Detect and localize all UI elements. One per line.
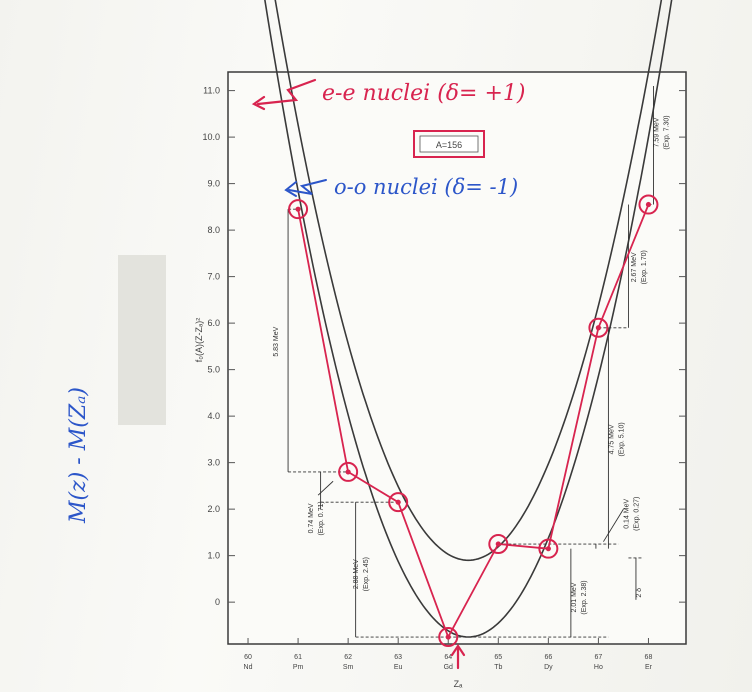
- nucleus-marker-circle: [538, 538, 559, 559]
- gap-label: 0.14 MeV: [623, 498, 630, 528]
- y-axis-title: f₀(A)(Z-Zₐ)²: [194, 318, 204, 363]
- oo-pointer-arrow: [288, 179, 327, 195]
- x-element-symbol: Dy: [544, 664, 553, 671]
- x-tick-label: 61: [294, 654, 302, 661]
- gap-label: (Exp. 7.30): [664, 115, 671, 149]
- y-tick-label: 4.0: [207, 411, 220, 421]
- x-element-symbol: Eu: [394, 664, 403, 671]
- box-label: A=156: [436, 140, 462, 150]
- y-tick-label: 7.0: [207, 272, 220, 282]
- ee-annotation: e-e nuclei (δ= +1): [251, 78, 525, 111]
- plot-frame: [227, 71, 687, 645]
- data-points: [288, 194, 659, 648]
- x-axis-title: Zₐ: [454, 679, 463, 689]
- oo-nuclei-label: o-o nuclei (δ= -1): [334, 175, 518, 199]
- gap-label: (Exp. 2.45): [363, 557, 370, 591]
- nucleus-marker-circle: [338, 461, 359, 482]
- a-equals-box: A=156: [413, 130, 485, 158]
- x-element-symbol: Tb: [494, 664, 502, 671]
- x-element-symbol: Er: [645, 664, 653, 671]
- energy-gap-brackets: [287, 85, 654, 638]
- x-tick-label: 63: [394, 654, 402, 661]
- oo-parabola: [274, 0, 663, 562]
- gap-label: (Exp. 2.38): [581, 580, 588, 614]
- x-axis: 60 Nd 61 Pm 62 Sm 63 Eu 64 Gd 65 Tb 66 Dy 67 Ho 68 Er: [244, 638, 653, 671]
- oo-pointer-arrowhead: [284, 181, 297, 197]
- y-tick-label: 5.0: [207, 365, 220, 375]
- gap-label: (Exp. 0.71): [318, 501, 325, 535]
- nucleus-marker-circle: [638, 194, 659, 215]
- y-tick-label: 0: [215, 597, 220, 607]
- gap-label: 4.75 MeV: [608, 424, 615, 454]
- ee-pointer-arrow: [256, 78, 317, 106]
- box-label-inner: [419, 135, 479, 153]
- oo-annotation: o-o nuclei (δ= -1): [284, 175, 518, 199]
- x-tick-label: 62: [344, 654, 352, 661]
- gap-label: 2.01 MeV: [571, 582, 578, 612]
- za-arrowhead: [450, 644, 466, 657]
- y-tick-label: 8.0: [207, 225, 220, 235]
- nucleus-point: [295, 206, 301, 212]
- nucleus-point: [395, 499, 401, 505]
- nucleus-point: [545, 546, 551, 552]
- nucleus-marker-circle: [288, 199, 309, 220]
- nucleus-point: [345, 469, 351, 475]
- x-element-symbol: Gd: [444, 664, 453, 671]
- nucleus-marker-circle: [388, 492, 409, 513]
- x-tick-label: 60: [244, 654, 252, 661]
- y-tick-label: 3.0: [207, 458, 220, 468]
- nucleus-marker-circle: [438, 627, 459, 648]
- nucleus-point: [645, 201, 652, 208]
- y-tick-label: 9.0: [207, 179, 220, 189]
- x-element-symbol: Ho: [594, 664, 603, 671]
- gap-label: 7.59 MeV: [654, 117, 661, 147]
- x-tick-label: 65: [494, 654, 502, 661]
- nucleus-point: [495, 541, 501, 547]
- x-tick-label: 66: [544, 654, 552, 661]
- nucleus-point: [445, 634, 451, 640]
- nucleus-point: [595, 325, 602, 331]
- gap-label: 2.67 MeV: [631, 252, 638, 282]
- y-tick-label: 1.0: [207, 551, 220, 561]
- gap-label: 2 δ: [636, 588, 643, 598]
- ee-pointer-arrowhead: [251, 95, 266, 111]
- callout-line: [603, 508, 624, 542]
- x-element-symbol: Nd: [244, 664, 253, 671]
- x-tick-label: 67: [595, 654, 603, 661]
- ee-nuclei-label: e-e nuclei (δ= +1): [322, 81, 525, 106]
- y-axis: 11.0 10.0 9.0 8.0 7.0 6.0 5.0 4.0 3.0 2.0 1.0 0: [202, 86, 686, 607]
- y-tick-label: 2.0: [207, 504, 220, 514]
- gap-label: 0.74 MeV: [308, 503, 315, 533]
- gap-label: 5.83 MeV: [273, 326, 280, 356]
- nucleus-marker-circle: [488, 534, 509, 555]
- mass-difference-label: M(z) - M(Zₐ): [66, 387, 91, 524]
- gap-label: 2.88 MeV: [353, 559, 360, 589]
- callout-line: [317, 480, 334, 496]
- x-element-symbol: Pm: [293, 664, 304, 671]
- gap-label: (Exp. 5.10): [618, 422, 625, 456]
- tape-strip: [118, 255, 166, 425]
- nucleus-marker-circle: [588, 317, 609, 338]
- gap-label: (Exp. 0.27): [633, 497, 640, 531]
- y-tick-label: 6.0: [207, 318, 220, 328]
- gap-label: (Exp. 1.70): [641, 250, 648, 284]
- x-tick-label: 68: [645, 654, 653, 661]
- x-element-symbol: Sm: [343, 664, 354, 671]
- box-label-border: [413, 130, 485, 158]
- y-tick-label: 11.0: [203, 86, 220, 96]
- x-tick-label: 64: [444, 654, 452, 661]
- za-arrow: [450, 644, 466, 670]
- y-tick-label: 10.0: [202, 132, 220, 142]
